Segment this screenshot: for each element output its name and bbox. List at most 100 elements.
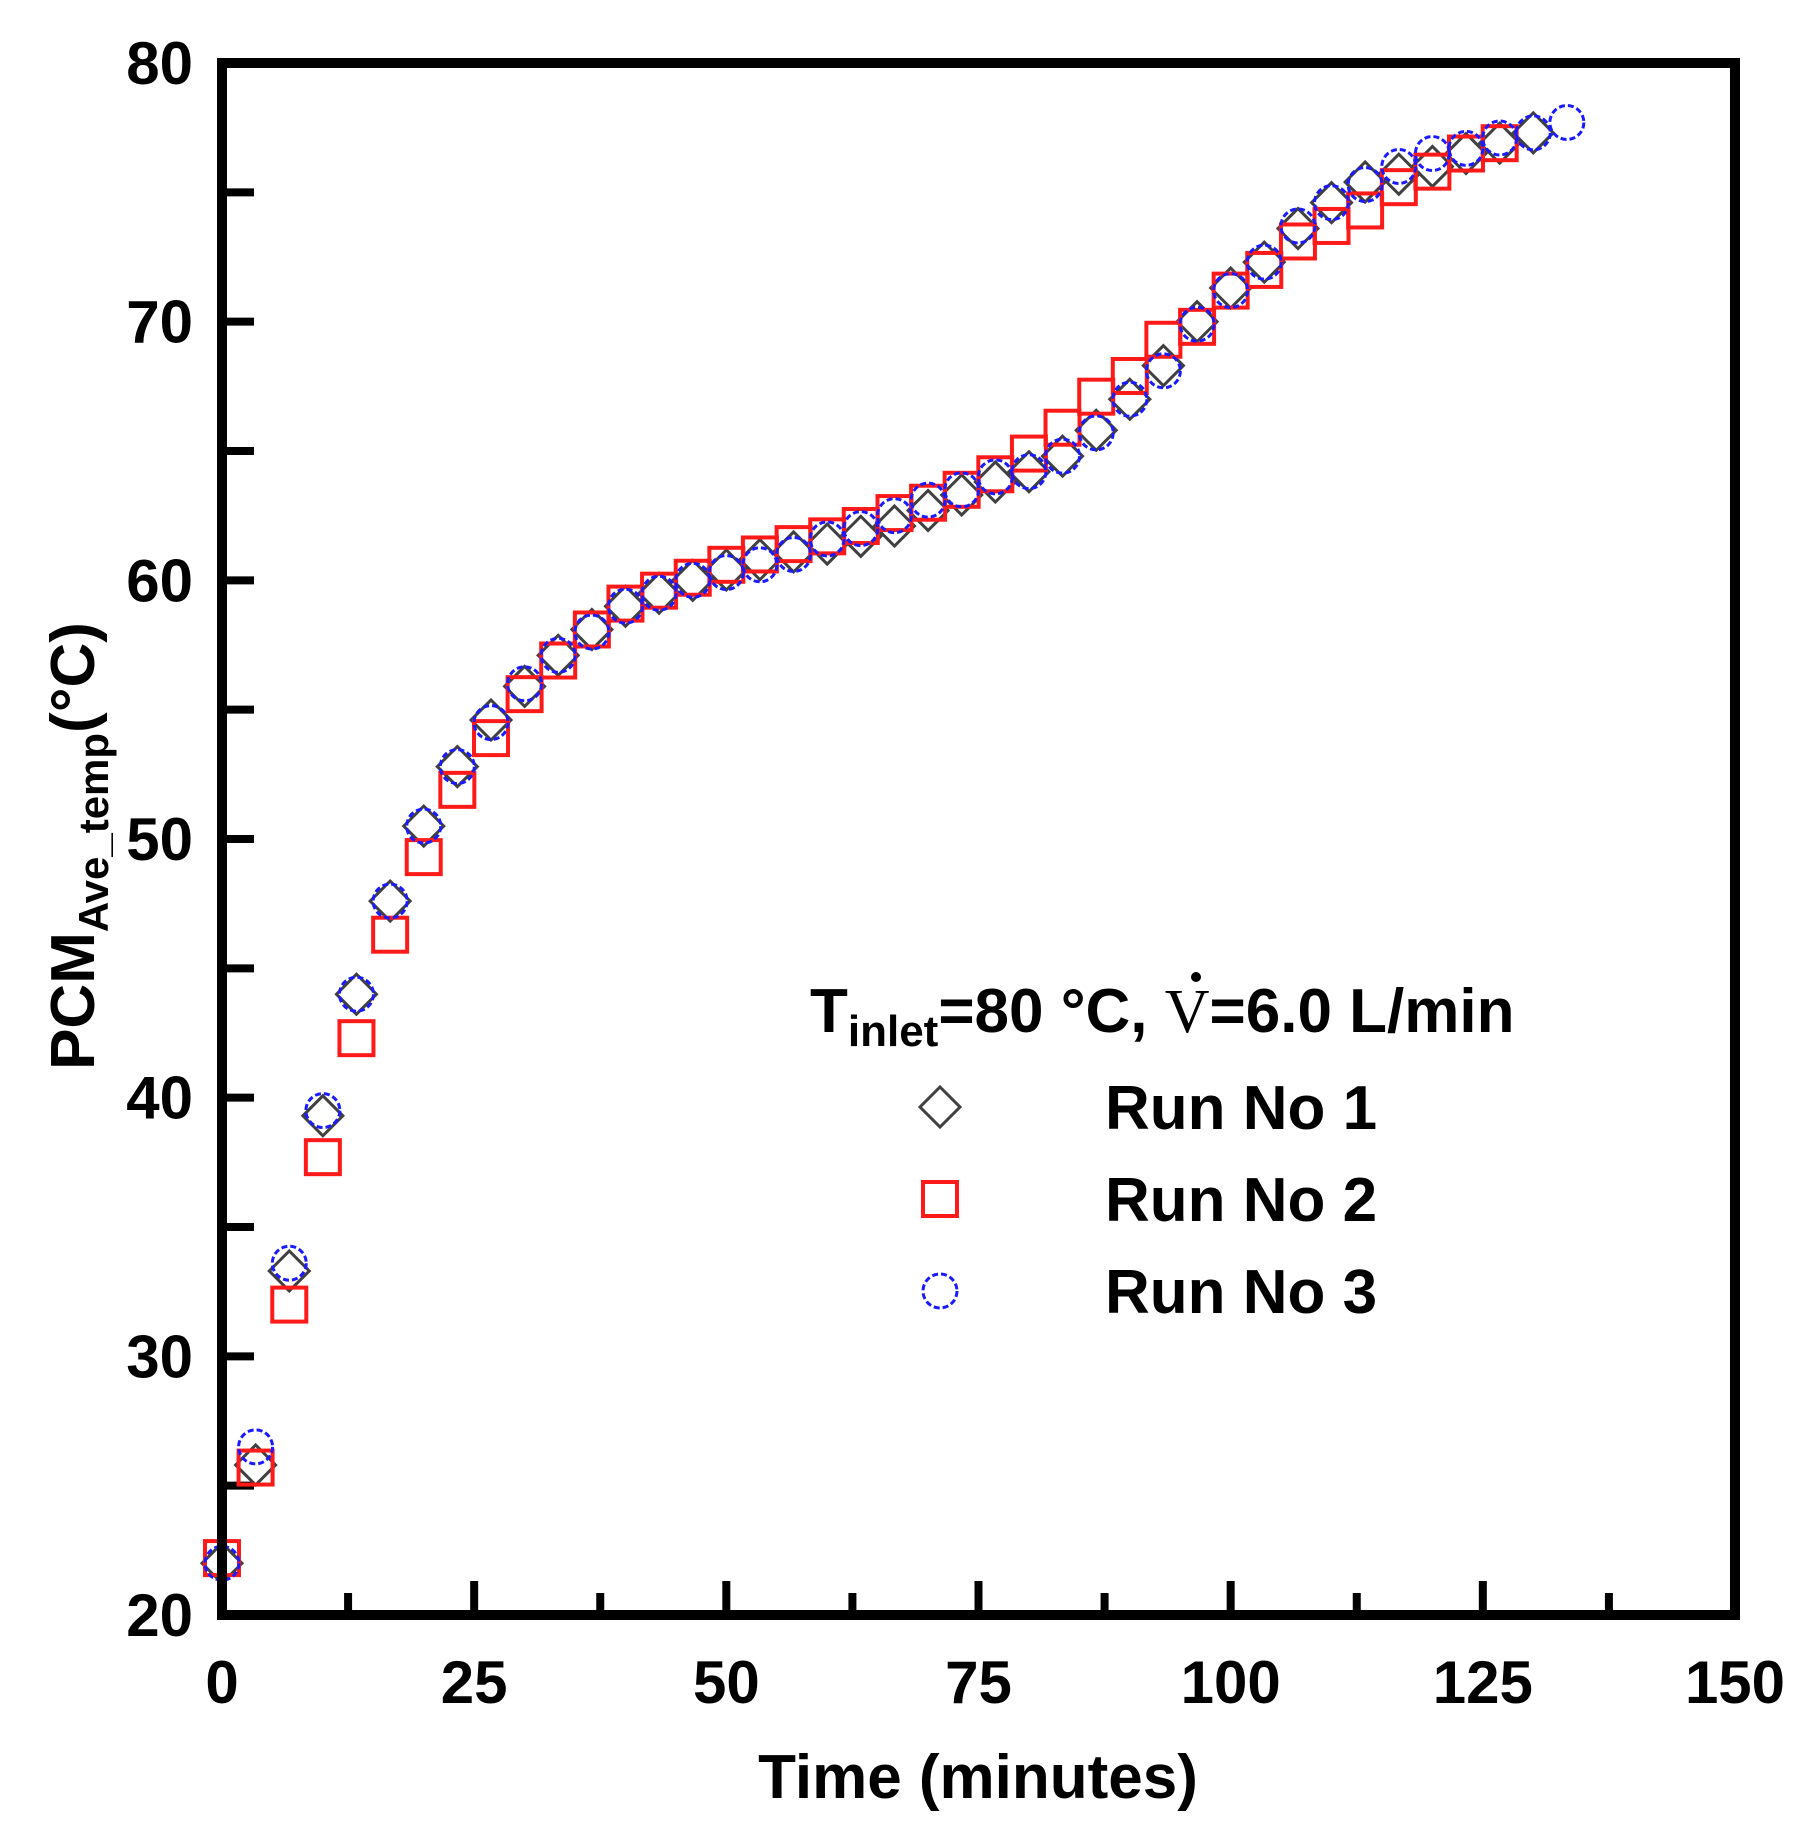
- data-point-circle: [1313, 184, 1351, 222]
- data-point-circle: [1279, 207, 1317, 245]
- data-point-circle: [203, 1544, 241, 1582]
- data-point-diamond: [334, 972, 379, 1017]
- data-point-circle: [1077, 414, 1115, 452]
- legend-label: Run No 1: [1105, 1074, 1377, 1143]
- data-point-circle: [1346, 166, 1384, 204]
- data-point-diamond: [536, 633, 581, 678]
- data-point-square: [303, 1138, 342, 1177]
- data-point-circle: [1447, 129, 1485, 167]
- data-point-square: [572, 610, 611, 649]
- data-point-diamond: [267, 1248, 312, 1294]
- x-tick-label: 50: [693, 1649, 760, 1716]
- data-point-circle: [539, 636, 577, 674]
- y-tick-label: 20: [126, 1582, 193, 1649]
- data-point-circle: [1044, 437, 1082, 475]
- data-point-circle: [1548, 103, 1586, 141]
- data-point-diamond: [1040, 434, 1085, 479]
- data-point-circle: [1010, 453, 1048, 491]
- data-point-square: [1446, 134, 1485, 173]
- legend-title-t: T: [810, 977, 848, 1046]
- data-point-diamond: [300, 1093, 345, 1138]
- data-point-circle: [1111, 380, 1149, 418]
- data-point-circle: [909, 481, 947, 519]
- y-tick-label: 80: [126, 30, 193, 97]
- data-point-diamond: [1443, 131, 1489, 176]
- legend-label: Run No 3: [1105, 1258, 1377, 1327]
- legend-marker-square: [921, 1180, 959, 1218]
- data-point-diamond: [805, 521, 850, 567]
- data-point-square: [1278, 222, 1317, 261]
- data-point-diamond: [872, 503, 917, 549]
- data-point-diamond: [838, 514, 883, 559]
- data-point-circle: [506, 665, 544, 703]
- legend-title-temp: =80 °C,: [938, 977, 1164, 1046]
- data-point-circle: [842, 510, 880, 548]
- data-point-circle: [707, 554, 745, 592]
- data-point-square: [438, 770, 477, 809]
- data-point-circle: [1380, 147, 1418, 185]
- data-point-circle: [337, 975, 375, 1013]
- legend-title-flow-symbol: V: [1165, 978, 1210, 1046]
- legend-marker-diamond: [917, 1084, 963, 1130]
- data-point-circle: [875, 497, 913, 535]
- data-point-diamond: [1477, 121, 1522, 166]
- data-point-diamond: [368, 878, 413, 924]
- data-point-square: [236, 1448, 275, 1487]
- data-point-diamond: [1376, 152, 1421, 197]
- data-point-square: [337, 1019, 376, 1058]
- data-point-circle: [1178, 305, 1216, 343]
- data-point-diamond: [939, 472, 984, 518]
- legend-entries: Run No 1 Run No 2 Run No 3: [917, 1074, 1377, 1327]
- data-point-circle: [674, 561, 712, 599]
- data-point-diamond: [1006, 449, 1052, 494]
- y-tick-label: 40: [126, 1065, 193, 1132]
- data-point-square: [270, 1285, 309, 1324]
- series-2: [203, 124, 1519, 1578]
- data-point-square: [404, 838, 443, 877]
- data-point-circle: [1212, 272, 1250, 310]
- x-tick-label: 75: [945, 1649, 1012, 1716]
- data-point-diamond: [435, 744, 480, 789]
- data-point-diamond: [1410, 144, 1455, 189]
- x-tick-label: 150: [1685, 1649, 1785, 1716]
- data-point-diamond: [401, 803, 446, 849]
- tick-labels-layer: 0 25 50 75 100 125 150 20 30 40 50 60 70 80: [126, 30, 1785, 1716]
- x-tick-label: 0: [205, 1649, 238, 1716]
- flow-rate-dot-icon: [1191, 972, 1201, 982]
- data-point-square: [1346, 191, 1385, 230]
- x-tick-label: 100: [1181, 1649, 1281, 1716]
- data-point-diamond: [603, 584, 648, 629]
- data-point-circle: [808, 520, 846, 558]
- y-tick-label: 70: [126, 289, 193, 356]
- data-point-circle: [573, 613, 611, 651]
- data-point-circle: [270, 1244, 308, 1282]
- data-point-square: [371, 915, 410, 954]
- data-point-circle: [976, 458, 1014, 496]
- data-point-circle: [1144, 352, 1182, 390]
- points-layer: [199, 103, 1586, 1586]
- x-axis-title: Time (minutes): [758, 1743, 1198, 1812]
- data-point-circle: [304, 1092, 342, 1130]
- data-point-circle: [741, 546, 779, 584]
- data-point-circle: [472, 704, 510, 742]
- legend-title-flow: =6.0 L/min: [1210, 977, 1515, 1046]
- legend-marker-circle: [921, 1272, 959, 1310]
- plot-frame: [217, 58, 1740, 1620]
- series-3: [203, 103, 1586, 1582]
- data-point-circle: [775, 535, 813, 573]
- data-point-square: [1480, 124, 1519, 163]
- y-axis-title-main: PCM: [39, 932, 108, 1070]
- data-point-square: [505, 675, 544, 714]
- data-point-diamond: [502, 664, 547, 709]
- data-point-circle: [943, 471, 981, 509]
- y-axis-title-sub: Ave_temp: [70, 733, 117, 932]
- legend-label: Run No 2: [1105, 1166, 1377, 1235]
- data-point-circle: [640, 574, 678, 612]
- data-point-circle: [237, 1428, 275, 1466]
- data-point-square: [472, 719, 511, 758]
- data-point-circle: [405, 807, 443, 845]
- data-point-diamond: [670, 558, 715, 603]
- data-point-diamond: [1309, 180, 1354, 225]
- y-axis-title-unit: (°C): [39, 622, 108, 733]
